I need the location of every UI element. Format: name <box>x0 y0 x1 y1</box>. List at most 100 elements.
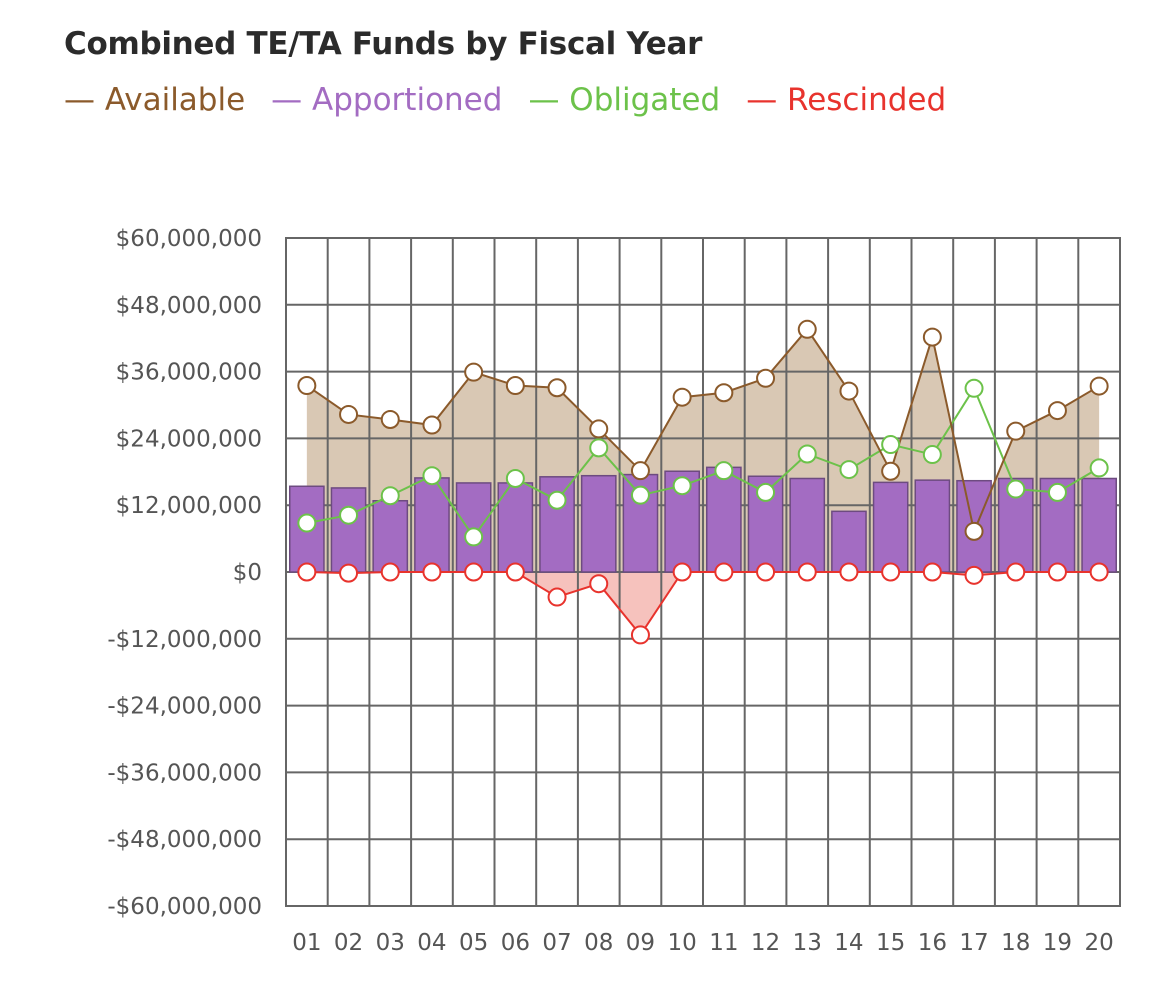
x-tick-label: 02 <box>334 930 363 956</box>
point-available-18 <box>1006 421 1026 441</box>
point-obligated-08 <box>589 438 609 458</box>
point-obligated-11 <box>714 461 734 481</box>
point-rescinded-16 <box>922 562 942 582</box>
x-tick-label: 09 <box>626 930 655 956</box>
legend-item-apportioned: — Apportioned <box>271 82 503 118</box>
point-available-04 <box>422 415 442 435</box>
point-obligated-10 <box>672 476 692 496</box>
point-rescinded-11 <box>714 562 734 582</box>
point-obligated-05 <box>464 527 484 547</box>
point-rescinded-17 <box>964 565 984 585</box>
legend-item-available: — Available <box>64 82 246 118</box>
point-rescinded-06 <box>505 562 525 582</box>
bar-apportioned-14 <box>831 510 867 573</box>
bar-apportioned-16 <box>914 479 951 573</box>
legend-item-obligated: — Obligated <box>528 82 721 118</box>
x-tick-label: 19 <box>1043 930 1072 956</box>
point-rescinded-18 <box>1006 562 1026 582</box>
y-tick-label: $24,000,000 <box>116 426 262 452</box>
x-tick-label: 15 <box>876 930 905 956</box>
point-obligated-15 <box>881 435 901 455</box>
line-available <box>306 327 1100 535</box>
point-obligated-18 <box>1006 479 1026 499</box>
point-available-16 <box>922 327 942 347</box>
x-tick-label: 12 <box>751 930 780 956</box>
bar-apportioned-03 <box>372 499 409 573</box>
point-rescinded-08 <box>589 574 609 594</box>
x-tick-label: 08 <box>584 930 613 956</box>
point-rescinded-01 <box>297 562 317 582</box>
point-available-10 <box>672 387 692 407</box>
point-obligated-09 <box>630 485 650 505</box>
point-available-01 <box>297 376 317 396</box>
y-tick-label: -$12,000,000 <box>107 627 262 653</box>
x-tick-label: 10 <box>668 930 697 956</box>
point-rescinded-02 <box>339 563 359 583</box>
point-rescinded-10 <box>672 562 692 582</box>
y-tick-label: -$60,000,000 <box>107 894 262 920</box>
bar-apportioned-15 <box>872 481 909 573</box>
point-available-11 <box>714 383 734 403</box>
point-available-12 <box>756 368 776 388</box>
bar-apportioned-08 <box>580 474 617 573</box>
line-obligated <box>306 386 1100 539</box>
x-tick-label: 14 <box>834 930 863 956</box>
chart-title: Combined TE/TA Funds by Fiscal Year <box>64 26 703 62</box>
point-obligated-13 <box>797 444 817 464</box>
bar-apportioned-20 <box>1081 477 1117 573</box>
point-available-17 <box>964 521 984 541</box>
x-tick-label: 17 <box>959 930 988 956</box>
point-available-08 <box>589 419 609 439</box>
point-obligated-07 <box>547 490 567 510</box>
point-obligated-14 <box>839 460 859 480</box>
x-tick-label: 11 <box>709 930 738 956</box>
point-available-14 <box>839 381 859 401</box>
bar-apportioned-19 <box>1039 477 1076 573</box>
x-tick-label: 03 <box>376 930 405 956</box>
point-obligated-12 <box>756 482 776 502</box>
point-available-20 <box>1089 376 1109 396</box>
x-tick-label: 04 <box>417 930 446 956</box>
point-obligated-03 <box>380 486 400 506</box>
point-obligated-06 <box>505 468 525 488</box>
plot-border <box>285 237 1121 907</box>
x-tick-label: 07 <box>542 930 571 956</box>
tick-label-layer: $60,000,000 $48,000,000 $36,000,000 $24,000… <box>107 226 1113 956</box>
bar-apportioned-09 <box>622 473 659 573</box>
point-available-07 <box>547 378 567 398</box>
x-tick-label: 16 <box>918 930 947 956</box>
point-available-13 <box>797 319 817 339</box>
point-rescinded-09 <box>630 625 650 645</box>
y-tick-label: -$48,000,000 <box>107 827 262 853</box>
y-tick-label: -$24,000,000 <box>107 694 262 720</box>
point-obligated-20 <box>1089 458 1109 478</box>
point-obligated-19 <box>1047 482 1067 502</box>
point-rescinded-12 <box>756 562 776 582</box>
point-rescinded-20 <box>1089 562 1109 582</box>
bar-apportioned-13 <box>789 477 826 573</box>
x-tick-label: 05 <box>459 930 488 956</box>
point-rescinded-19 <box>1047 562 1067 582</box>
point-rescinded-07 <box>547 587 567 607</box>
x-tick-label: 13 <box>793 930 822 956</box>
point-rescinded-03 <box>380 562 400 582</box>
y-tick-label: $48,000,000 <box>116 293 262 319</box>
y-tick-label: $60,000,000 <box>116 226 262 252</box>
point-available-09 <box>630 461 650 481</box>
point-rescinded-04 <box>422 562 442 582</box>
point-obligated-17 <box>964 378 984 398</box>
point-available-02 <box>339 404 359 424</box>
point-rescinded-15 <box>881 562 901 582</box>
point-obligated-04 <box>422 466 442 486</box>
legend: — Available — Apportioned — Obligated — … <box>64 82 946 118</box>
x-tick-label: 01 <box>292 930 321 956</box>
y-tick-label: $12,000,000 <box>116 493 262 519</box>
point-layer <box>297 319 1109 645</box>
point-obligated-16 <box>922 445 942 465</box>
point-obligated-02 <box>339 505 359 525</box>
x-tick-label: 06 <box>501 930 530 956</box>
point-rescinded-14 <box>839 562 859 582</box>
bar-apportioned-02 <box>330 487 367 573</box>
y-tick-label: $0 <box>233 560 262 586</box>
point-available-03 <box>380 409 400 429</box>
